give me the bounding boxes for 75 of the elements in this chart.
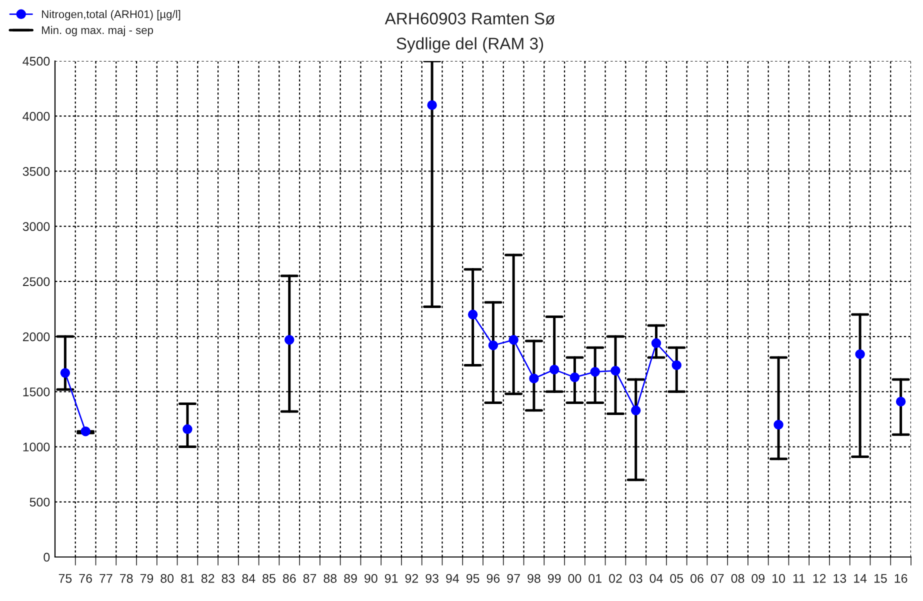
x-tick-label: 84	[242, 574, 256, 583]
y-tick-label: 2500	[22, 277, 50, 286]
y-tick-label: 500	[30, 498, 50, 507]
point	[855, 349, 865, 360]
x-tick-label: 81	[181, 574, 194, 583]
x-tick-label: 77	[100, 574, 112, 583]
x-tick-label: 13	[834, 574, 846, 583]
y-tick-label: 1500	[23, 387, 50, 396]
y-tick-label: 2000	[22, 332, 50, 342]
x-tick-label: 80	[160, 574, 174, 583]
text: Min. og max. maj - sep	[42, 26, 154, 36]
x-tick-label: 75	[58, 574, 72, 583]
point	[508, 335, 518, 345]
x-tick-label: 91	[384, 574, 398, 583]
point	[60, 368, 70, 378]
point	[570, 372, 580, 382]
point	[630, 406, 641, 416]
x-tick-label: 15	[874, 574, 887, 583]
x-tick-label: 99	[548, 574, 561, 583]
x-tick-label: 11	[793, 574, 805, 583]
point	[590, 366, 600, 377]
y-tick-label: 1000	[23, 442, 50, 452]
x-tick-label: 82	[201, 574, 214, 583]
point	[610, 366, 620, 376]
point	[672, 360, 682, 370]
x-tick-label: 02	[609, 574, 622, 583]
x-tick-label: 94	[446, 574, 460, 583]
x-tick-label: 10	[772, 574, 785, 583]
point	[182, 424, 192, 434]
y-tick-label: 0	[44, 552, 50, 562]
point	[549, 364, 560, 374]
x-tick-label: 92	[405, 574, 418, 583]
x-tick-label: 98	[528, 574, 540, 583]
x-tick-label: 93	[426, 574, 438, 583]
x-tick-label: 85	[262, 574, 276, 583]
x-tick-label: 88	[324, 574, 337, 583]
y-tick-label: 3000	[22, 222, 50, 231]
x-tick-label: 86	[282, 574, 296, 583]
x-tick-label: 00	[568, 574, 582, 583]
x-tick-label: 87	[303, 574, 316, 583]
x-tick-label: 89	[344, 574, 357, 583]
x-tick-label: 16	[894, 574, 908, 583]
x-tick-label: 76	[79, 574, 92, 583]
point	[468, 310, 478, 320]
point	[651, 338, 662, 348]
x-tick-label: 95	[466, 574, 480, 583]
point	[80, 426, 90, 436]
point	[284, 335, 294, 345]
point	[529, 374, 539, 384]
x-tick-label: 01	[588, 574, 602, 583]
chart-title: ARH60903 Ramten Sø	[384, 12, 555, 25]
y-tick-label: 3500	[22, 167, 50, 176]
x-tick-label: 79	[140, 574, 154, 583]
x-tick-label: 03	[629, 574, 642, 583]
chart-subtitle: Sydlige del (RAM 3)	[396, 37, 544, 53]
x-tick-label: 14	[854, 574, 867, 583]
x-tick-label: 08	[731, 574, 744, 583]
x-tick-label: 04	[650, 574, 663, 583]
point	[427, 100, 437, 110]
point	[774, 420, 784, 430]
x-tick-label: 96	[486, 574, 500, 583]
x-tick-label: 09	[752, 574, 765, 583]
legend-label: Nitrogen,total (ARH01) [µg/l]	[42, 10, 180, 20]
y-tick-label: 4000	[22, 112, 50, 121]
y-tick-label: 4500	[22, 56, 50, 66]
x-tick-label: 90	[364, 574, 378, 583]
x-tick-label: 12	[813, 574, 826, 583]
point	[488, 340, 498, 350]
x-tick-label: 78	[120, 574, 133, 583]
x-tick-label: 05	[670, 574, 684, 583]
x-tick-label: 97	[507, 574, 520, 583]
x-tick-label: 06	[690, 574, 704, 583]
point	[896, 396, 906, 406]
x-tick-label: 83	[222, 574, 235, 583]
x-tick-label: 07	[710, 574, 724, 583]
